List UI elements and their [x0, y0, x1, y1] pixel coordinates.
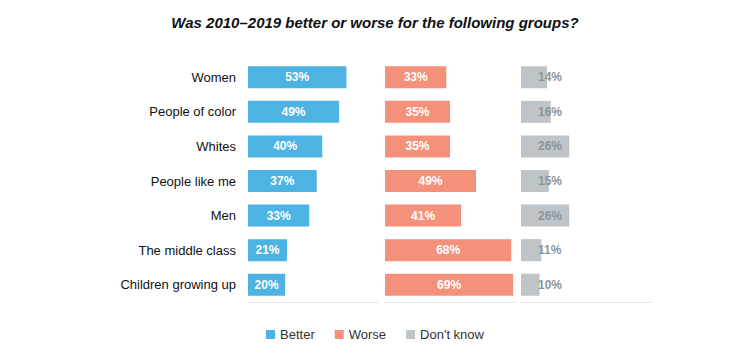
svg-text:40%: 40%: [273, 139, 297, 153]
svg-text:Don't know: Don't know: [420, 327, 485, 342]
svg-text:Worse: Worse: [349, 327, 386, 342]
svg-text:People of color: People of color: [149, 104, 236, 119]
svg-text:41%: 41%: [411, 209, 435, 223]
svg-text:37%: 37%: [270, 174, 294, 188]
svg-text:11%: 11%: [538, 243, 562, 257]
svg-text:Men: Men: [211, 208, 236, 223]
svg-text:49%: 49%: [281, 105, 305, 119]
svg-text:35%: 35%: [405, 105, 429, 119]
svg-text:20%: 20%: [255, 278, 279, 292]
svg-text:Women: Women: [191, 70, 236, 85]
svg-text:16%: 16%: [538, 105, 562, 119]
svg-text:68%: 68%: [436, 243, 460, 257]
svg-text:26%: 26%: [538, 209, 562, 223]
svg-text:14%: 14%: [538, 70, 562, 84]
svg-text:The middle class: The middle class: [138, 243, 236, 258]
svg-text:69%: 69%: [437, 278, 461, 292]
svg-text:10%: 10%: [538, 278, 562, 292]
svg-text:Better: Better: [280, 327, 315, 342]
svg-text:33%: 33%: [267, 209, 291, 223]
svg-text:26%: 26%: [538, 139, 562, 153]
svg-text:Children growing up: Children growing up: [120, 277, 236, 292]
svg-text:35%: 35%: [405, 139, 429, 153]
svg-text:49%: 49%: [418, 174, 442, 188]
svg-text:53%: 53%: [285, 70, 309, 84]
svg-text:Was 2010–2019 better or worse: Was 2010–2019 better or worse for the fo…: [171, 14, 578, 31]
svg-text:Whites: Whites: [196, 139, 236, 154]
svg-text:People like me: People like me: [151, 174, 236, 189]
svg-text:33%: 33%: [404, 70, 428, 84]
svg-text:15%: 15%: [538, 174, 562, 188]
svg-text:21%: 21%: [255, 243, 279, 257]
